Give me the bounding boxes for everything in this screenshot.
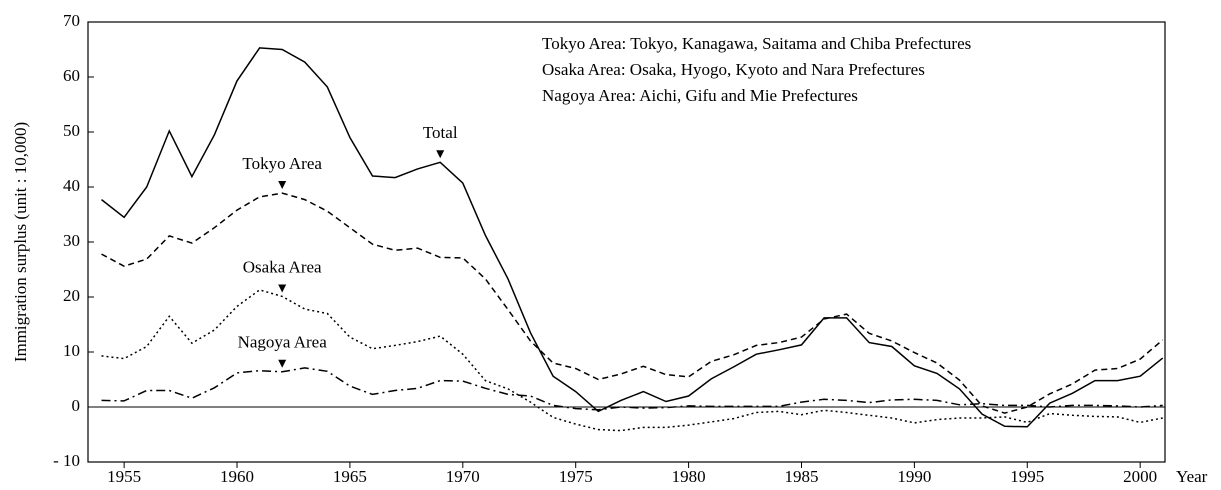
x-tick-label: 1985 (784, 467, 818, 486)
y-tick-label: 10 (63, 341, 80, 360)
x-tick-label: 1995 (1010, 467, 1044, 486)
y-tick-label: 20 (63, 286, 80, 305)
y-tick-label: 70 (63, 11, 80, 30)
y-tick-label: 50 (63, 121, 80, 140)
y-tick-label: 40 (63, 176, 80, 195)
series-line (101, 289, 1163, 432)
series-label: Tokyo Area (242, 154, 322, 173)
x-tick-label: 1980 (672, 467, 706, 486)
x-tick-label: 1955 (107, 467, 141, 486)
label-arrow (278, 284, 287, 293)
series-line (101, 367, 1163, 411)
label-arrow (278, 181, 287, 190)
series-line (101, 192, 1164, 414)
x-axis-label: Year (1176, 467, 1208, 486)
x-tick-label: 1965 (333, 467, 367, 486)
y-tick-label: 30 (63, 231, 80, 250)
x-tick-label: 1990 (897, 467, 931, 486)
x-tick-label: 1975 (559, 467, 593, 486)
series-label: Osaka Area (243, 257, 322, 276)
y-tick-label: - 10 (53, 451, 80, 470)
series-label: Total (423, 123, 458, 142)
y-tick-label: 0 (72, 396, 81, 415)
note: Tokyo Area: Tokyo, Kanagawa, Saitama and… (542, 34, 971, 53)
note: Osaka Area: Osaka, Hyogo, Kyoto and Nara… (542, 60, 925, 79)
x-tick-label: 1960 (220, 467, 254, 486)
series-line (101, 47, 1164, 428)
note: Nagoya Area: Aichi, Gifu and Mie Prefect… (542, 86, 858, 105)
label-arrow (436, 150, 445, 159)
y-tick-label: 60 (63, 66, 80, 85)
series-label: Nagoya Area (238, 333, 328, 352)
label-arrow (278, 359, 287, 368)
y-axis-label: Immigration surplus (unit : 10,000) (11, 122, 30, 362)
x-tick-label: 2000 (1123, 467, 1157, 486)
x-tick-label: 1970 (446, 467, 480, 486)
